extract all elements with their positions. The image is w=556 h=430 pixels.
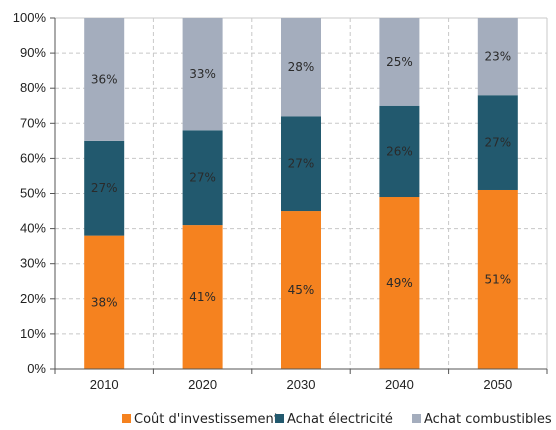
bar-2010-series-0 xyxy=(84,235,125,369)
bars xyxy=(84,18,518,369)
bar-2040-series-1 xyxy=(379,105,420,198)
bar-2050-series-0 xyxy=(477,189,518,369)
x-tick-label-2020: 2020 xyxy=(188,377,217,392)
y-tick-label-9: 90% xyxy=(20,45,46,60)
data-label-2040-series-2: 25% xyxy=(386,55,413,69)
x-tick-label-2030: 2030 xyxy=(287,377,316,392)
data-label-2010-series-1: 27% xyxy=(91,181,118,195)
legend-label-2: Achat combustibles xyxy=(424,412,552,427)
legend-swatch-1 xyxy=(275,414,284,423)
data-label-2010-series-0: 38% xyxy=(91,295,118,309)
legend-swatch-0 xyxy=(122,414,131,423)
data-label-2040-series-1: 26% xyxy=(386,144,413,158)
x-tick-label-2050: 2050 xyxy=(483,377,512,392)
data-label-2010-series-2: 36% xyxy=(91,72,118,86)
bar-2010-series-2 xyxy=(84,18,125,141)
data-label-2030-series-0: 45% xyxy=(288,283,315,297)
data-label-2050-series-1: 27% xyxy=(484,136,511,150)
data-label-2030-series-2: 28% xyxy=(288,60,315,74)
y-tick-label-6: 60% xyxy=(20,150,46,165)
legend: Coût d'investissement Achat électricité Ac… xyxy=(122,412,552,427)
y-tick-label-8: 80% xyxy=(20,80,46,95)
data-label-2050-series-0: 51% xyxy=(484,272,511,286)
bar-2020-series-0 xyxy=(182,225,223,369)
data-label-2020-series-0: 41% xyxy=(189,290,216,304)
y-tick-label-4: 40% xyxy=(20,221,46,236)
data-label-2050-series-2: 23% xyxy=(484,50,511,64)
bar-2040-series-2 xyxy=(379,18,420,106)
data-labels: 38% 27% 36% 41% 27% 33% 45% 27% 28% 49% 26% 25% 51% 2… xyxy=(91,50,511,310)
y-tick-label-0: 0% xyxy=(27,361,46,376)
bar-2030-series-1 xyxy=(281,116,321,212)
legend-label-0: Coût d'investissement xyxy=(134,412,279,427)
bar-2030-series-0 xyxy=(281,211,321,369)
bar-2040-series-0 xyxy=(379,197,420,369)
legend-label-1: Achat électricité xyxy=(287,412,393,427)
y-tick-label-1: 10% xyxy=(20,326,46,341)
bar-2020-series-1 xyxy=(182,130,223,226)
y-tick-label-7: 70% xyxy=(20,115,46,130)
y-tick-label-3: 30% xyxy=(20,256,46,271)
bar-2030-series-2 xyxy=(281,18,321,117)
y-tick-label-2: 20% xyxy=(20,291,46,306)
bar-2050-series-1 xyxy=(477,95,518,190)
data-label-2030-series-1: 27% xyxy=(288,157,315,171)
data-label-2020-series-1: 27% xyxy=(189,171,216,185)
bar-2010-series-1 xyxy=(84,140,125,236)
bar-2020-series-2 xyxy=(182,18,223,131)
data-label-2040-series-0: 49% xyxy=(386,276,413,290)
y-tick-label-5: 50% xyxy=(20,186,46,201)
axes: 0% 10% 20% 30% 40% 50% 60% 70% 80% 90% 100% 2010 202… xyxy=(13,10,548,392)
x-tick-label-2010: 2010 xyxy=(90,377,119,392)
x-tick-label-2040: 2040 xyxy=(385,377,414,392)
data-label-2020-series-2: 33% xyxy=(189,67,216,81)
bar-2050-series-2 xyxy=(477,18,518,96)
y-tick-label-10: 100% xyxy=(13,10,47,25)
legend-swatch-2 xyxy=(412,414,421,423)
